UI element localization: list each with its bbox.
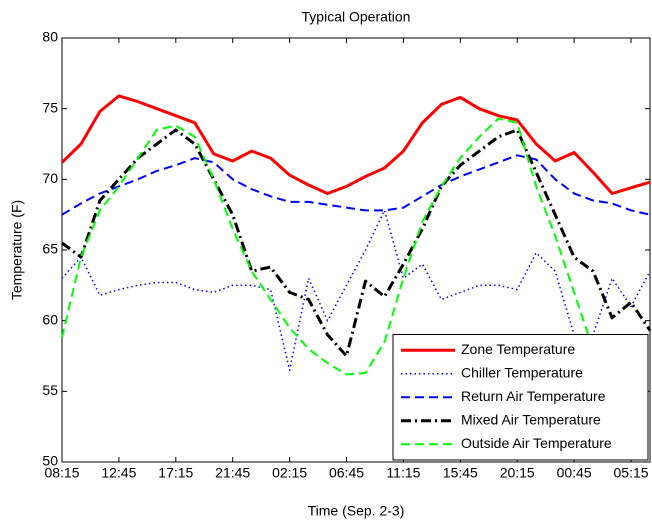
y-tick-label: 55 bbox=[42, 382, 58, 398]
x-tick-label: 11:15 bbox=[386, 465, 420, 481]
y-axis-label: Temperature (F) bbox=[9, 200, 25, 300]
x-tick-label: 02:15 bbox=[272, 465, 307, 481]
series-line bbox=[61, 154, 651, 216]
x-tick-label: 06:45 bbox=[329, 465, 364, 481]
legend-label: Mixed Air Temperature bbox=[461, 411, 601, 427]
legend-label: Outside Air Temperature bbox=[461, 435, 612, 451]
x-tick-label: 15:45 bbox=[443, 465, 478, 481]
legend-label: Return Air Temperature bbox=[461, 388, 606, 404]
legend-label: Chiller Temperature bbox=[461, 364, 583, 380]
x-tick-label: 17:15 bbox=[158, 465, 193, 481]
x-tick-label: 05:15 bbox=[614, 465, 649, 481]
y-tick-label: 65 bbox=[42, 241, 58, 257]
y-tick-label: 50 bbox=[42, 453, 58, 469]
legend-label: Zone Temperature bbox=[461, 341, 575, 357]
x-tick-label: 21:45 bbox=[215, 465, 250, 481]
y-tick-label: 60 bbox=[42, 311, 58, 327]
series-line bbox=[61, 117, 651, 393]
x-tick-label: 00:45 bbox=[557, 465, 592, 481]
series-line bbox=[60, 94, 651, 195]
y-tick-label: 80 bbox=[42, 29, 58, 45]
x-tick-label: 12:45 bbox=[101, 465, 136, 481]
y-tick-label: 75 bbox=[42, 99, 58, 115]
chart-title: Typical Operation bbox=[302, 9, 411, 25]
x-axis-label: Time (Sep. 2-3) bbox=[308, 503, 405, 519]
series-line bbox=[61, 128, 652, 358]
x-tick-label: 20:15 bbox=[500, 465, 535, 481]
y-tick-label: 70 bbox=[42, 170, 58, 186]
x-tick-label: 08:15 bbox=[44, 465, 79, 481]
legend: Zone Temperature Chiller Temperature Retur… bbox=[392, 334, 649, 461]
